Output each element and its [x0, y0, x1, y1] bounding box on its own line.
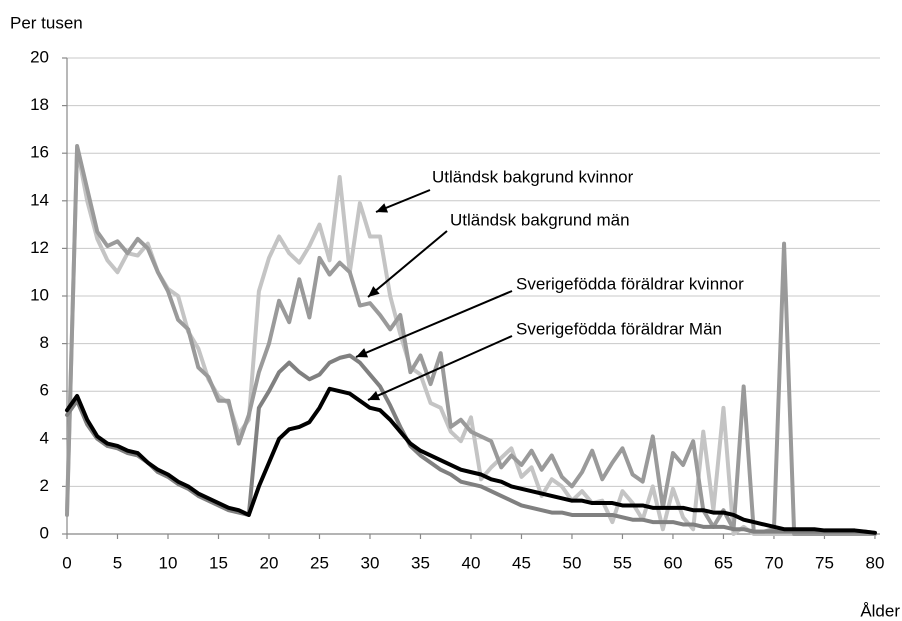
x-tick-label: 10	[159, 553, 178, 572]
arrow-head	[368, 286, 380, 297]
annotation-arrow	[367, 230, 448, 298]
y-tick-label: 0	[40, 523, 49, 542]
y-tick-label: 4	[40, 428, 49, 447]
x-tick-label: 70	[764, 553, 783, 572]
annotation-arrow	[355, 290, 513, 358]
series-line	[65, 353, 877, 535]
x-tick-label: 45	[512, 553, 531, 572]
series-annotation: Sverigefödda föräldrar Män	[516, 319, 722, 338]
x-tick-label: 0	[62, 553, 71, 572]
series-line	[65, 386, 877, 535]
y-tick-label: 8	[40, 333, 49, 352]
y-tick-label: 16	[30, 143, 49, 162]
y-tick-label: 18	[30, 95, 49, 114]
arrow-head	[368, 390, 381, 401]
x-axis-label: Ålder	[860, 601, 900, 620]
x-tick-label: 40	[462, 553, 481, 572]
x-tick-label: 20	[260, 553, 279, 572]
series-annotation: Utländsk bakgrund kvinnor	[432, 167, 634, 186]
x-tick-label: 80	[865, 553, 884, 572]
y-tick-label: 14	[30, 190, 49, 209]
annotation-arrow	[367, 335, 513, 401]
x-tick-label: 15	[209, 553, 228, 572]
series-annotation: Utländsk bakgrund män	[450, 210, 630, 229]
y-tick-label: 20	[30, 47, 49, 66]
x-tick-label: 55	[613, 553, 632, 572]
x-tick-label: 25	[310, 553, 329, 572]
y-tick-label: 2	[40, 476, 49, 495]
x-tick-label: 60	[664, 553, 683, 572]
x-tick-label: 5	[113, 553, 122, 572]
series-line	[65, 146, 877, 536]
x-tick-label: 35	[411, 553, 430, 572]
y-axis-label: Per tusen	[10, 13, 83, 32]
x-tick-label: 50	[563, 553, 582, 572]
y-tick-label: 10	[30, 285, 49, 304]
y-tick-label: 12	[30, 238, 49, 257]
series-line	[65, 144, 877, 536]
y-tick-label: 6	[40, 381, 49, 400]
x-tick-label: 30	[361, 553, 380, 572]
arrow-head	[376, 203, 389, 213]
arrow-head	[356, 348, 369, 358]
x-tick-label: 75	[815, 553, 834, 572]
x-tick-label: 65	[714, 553, 733, 572]
series-annotation: Sverigefödda föräldrar kvinnor	[516, 274, 744, 293]
